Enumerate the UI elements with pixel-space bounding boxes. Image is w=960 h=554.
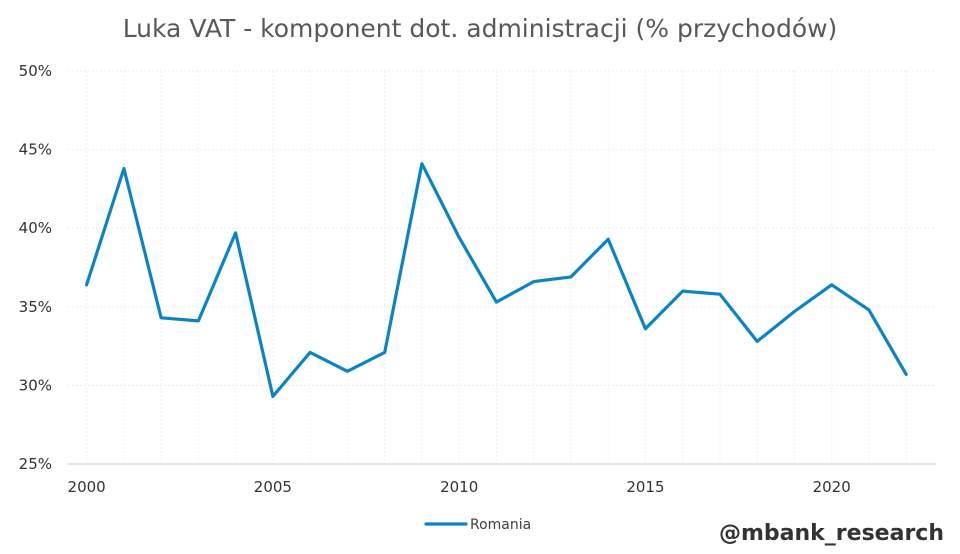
series-layer — [84, 162, 908, 398]
y-tick-label: 30% — [19, 376, 52, 394]
x-tick-label: 2020 — [813, 478, 851, 496]
y-tick-label: 25% — [19, 455, 52, 473]
x-tick-label: 2005 — [254, 478, 292, 496]
x-tick-label: 2015 — [626, 478, 664, 496]
y-tick-label: 45% — [19, 141, 52, 159]
watermark: @mbank_research — [719, 521, 944, 546]
grid — [68, 70, 936, 464]
legend-label: Romania — [470, 517, 531, 533]
legend: Romania — [424, 517, 531, 533]
chart-title: Luka VAT - komponent dot. administracji … — [122, 14, 838, 43]
series-line-romania — [84, 162, 908, 398]
y-tick-label: 50% — [19, 62, 52, 80]
axes: 25% 30% 35% 40% 45% 50% 2000 2005 2010 2015 2020 — [19, 62, 936, 496]
y-tick-label: 40% — [19, 219, 52, 237]
x-tick-label: 2010 — [440, 478, 478, 496]
x-tick-label: 2000 — [68, 478, 106, 496]
y-tick-label: 35% — [19, 298, 52, 316]
